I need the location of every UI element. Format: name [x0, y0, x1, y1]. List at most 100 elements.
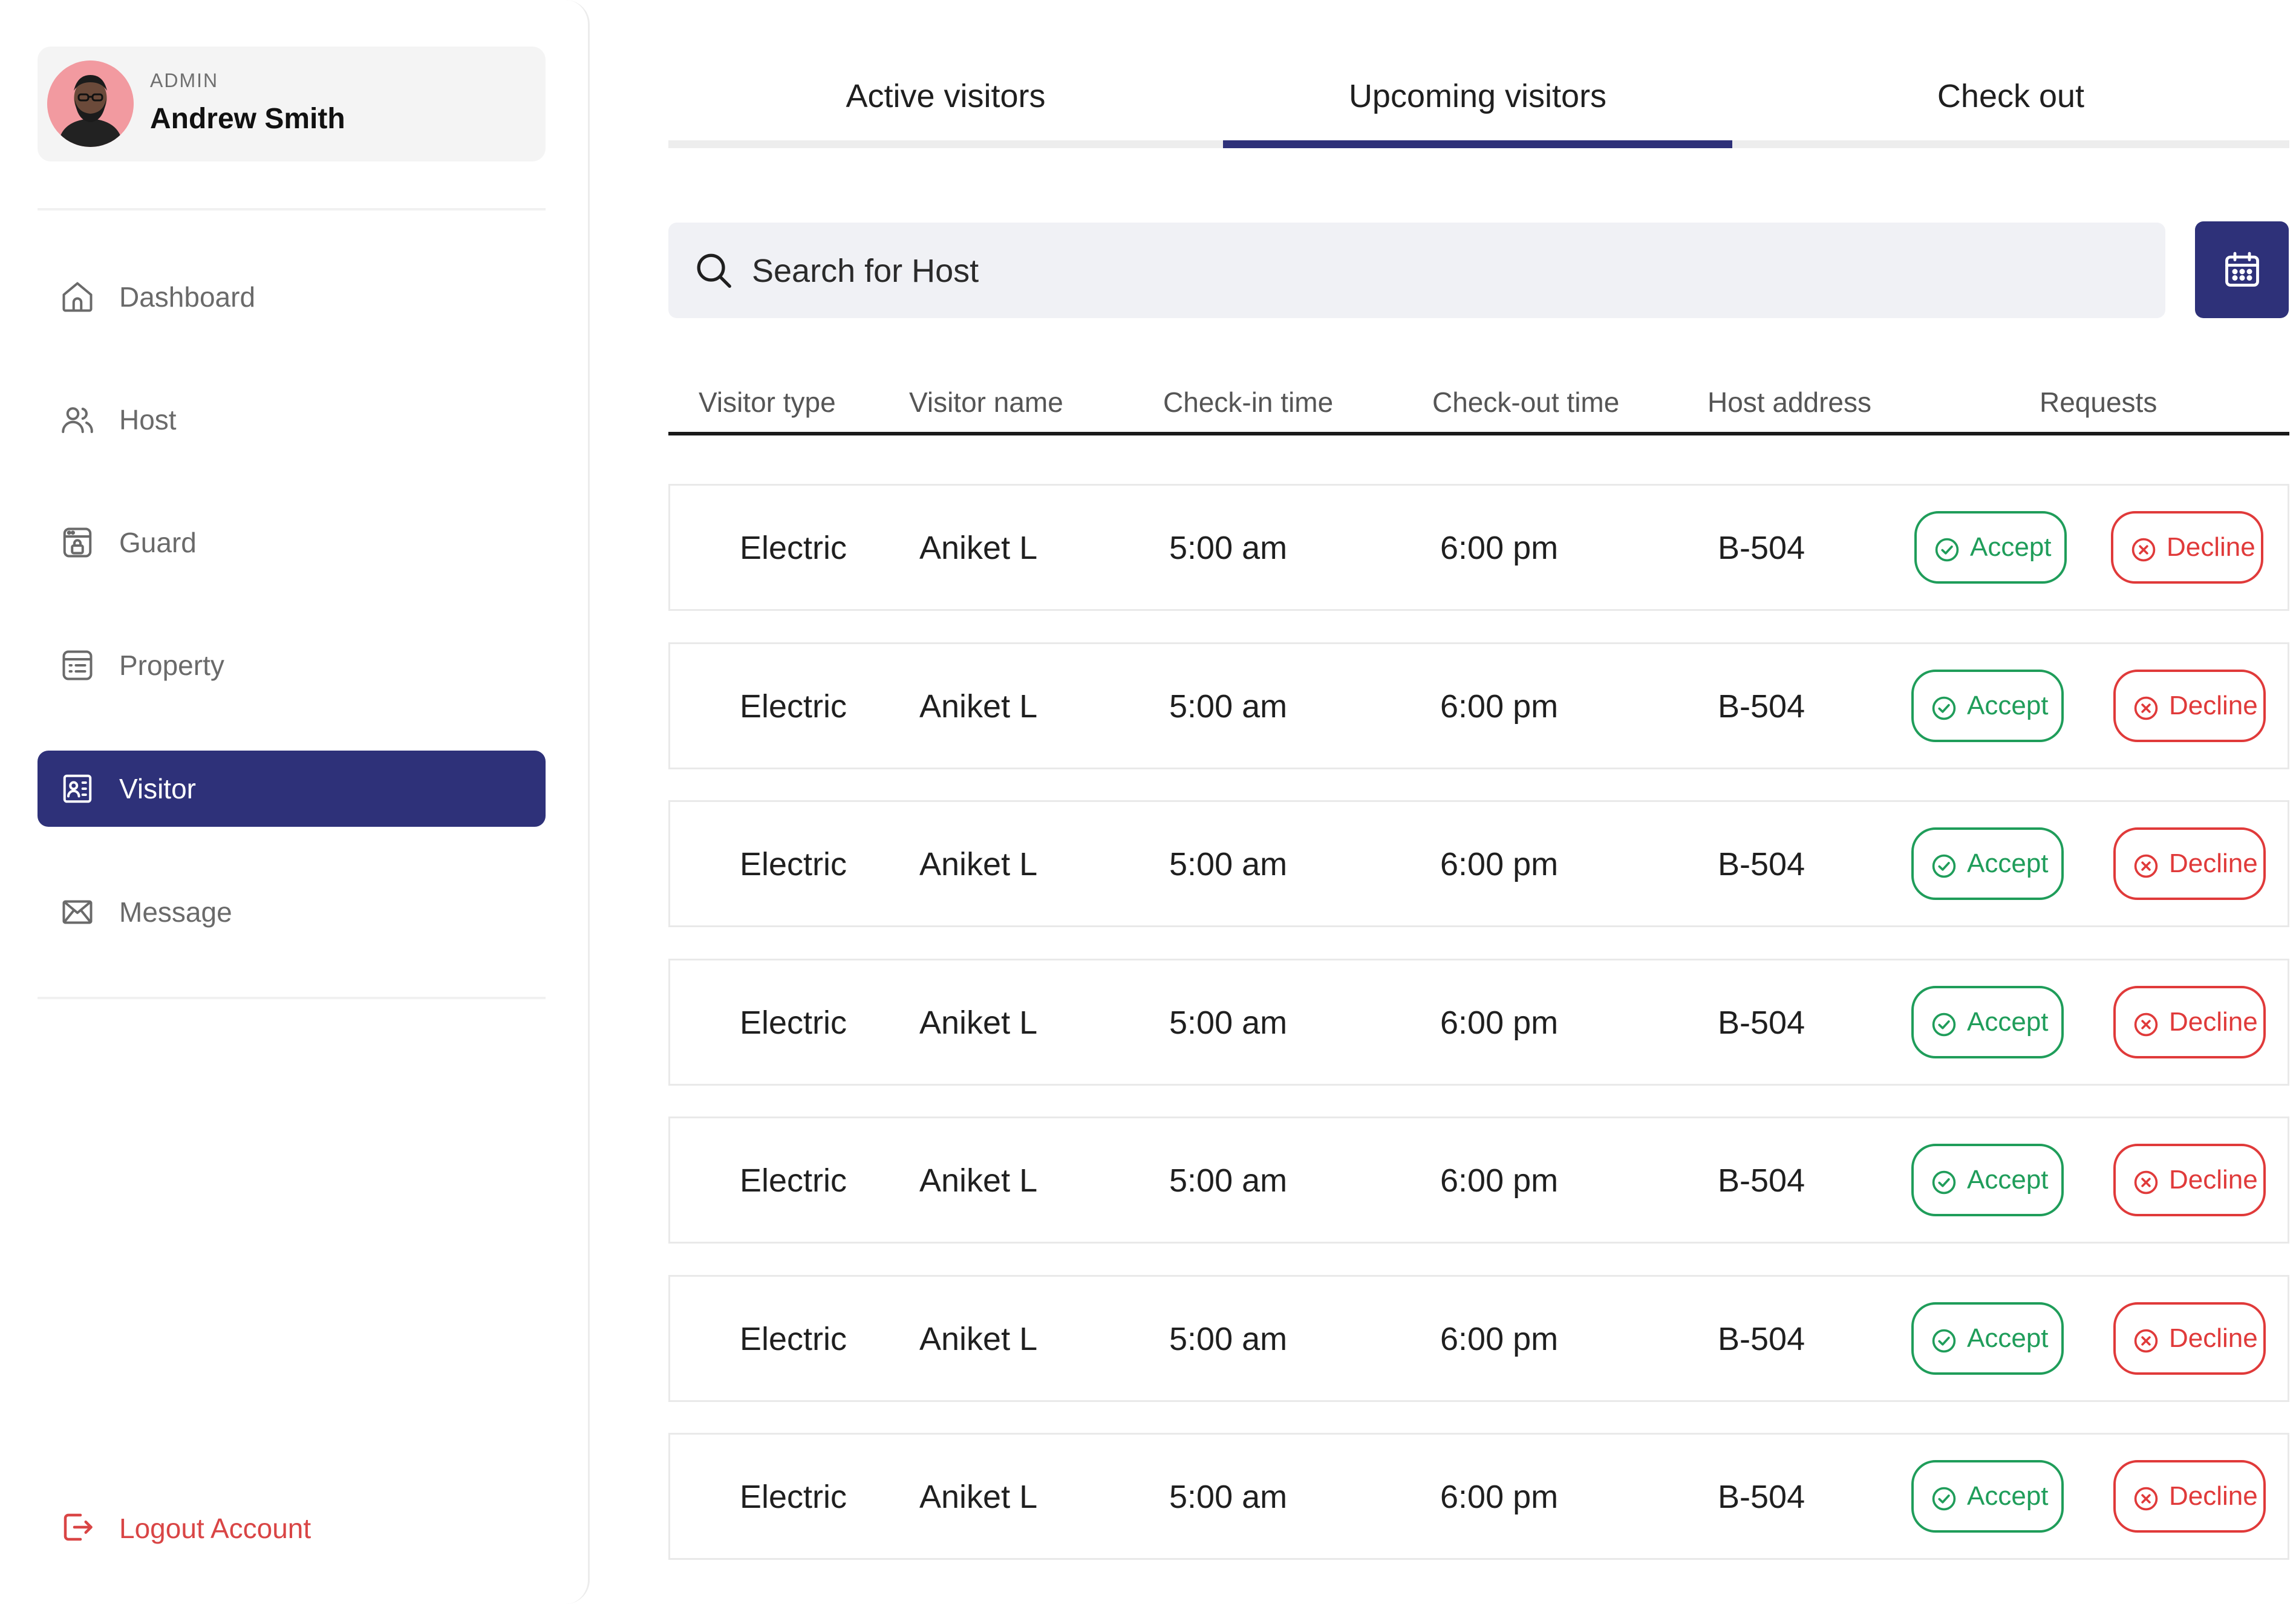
accept-label: Accept: [1970, 532, 2052, 562]
accept-label: Accept: [1967, 1481, 2049, 1511]
calendar-button[interactable]: [2195, 221, 2289, 318]
logout-icon: [59, 1509, 96, 1545]
avatar: [47, 60, 134, 147]
cell-visitor-name: Aniket L: [919, 1004, 1038, 1041]
table-header: Visitor type Visitor name Check-in time …: [668, 375, 2289, 435]
x-circle-icon: [2130, 536, 2157, 563]
sidebar-item-host[interactable]: Host: [38, 382, 546, 458]
cell-check-out-time: 6:00 pm: [1440, 688, 1559, 725]
check-circle-icon: [1931, 853, 1957, 879]
accept-label: Accept: [1967, 1006, 2049, 1037]
search-bar[interactable]: [668, 223, 2165, 318]
accept-button[interactable]: Accept: [1911, 1460, 2064, 1533]
cell-visitor-name: Aniket L: [919, 1320, 1038, 1357]
cell-check-out-time: 6:00 pm: [1440, 1320, 1559, 1357]
sidebar-item-label: Property: [119, 650, 224, 681]
cell-host-address: B-504: [1718, 1479, 1805, 1515]
sidebar-divider: [38, 997, 546, 999]
x-circle-icon: [2133, 1011, 2159, 1038]
cell-check-out-time: 6:00 pm: [1440, 1004, 1559, 1041]
x-circle-icon: [2133, 853, 2159, 879]
accept-button[interactable]: Accept: [1911, 985, 2064, 1058]
decline-label: Decline: [2169, 1481, 2258, 1511]
cell-check-in-time: 5:00 am: [1169, 688, 1288, 725]
table-row: Electric Aniket L 5:00 am 6:00 pm B-504 Accep…: [668, 484, 2289, 611]
cell-check-in-time: 5:00 am: [1169, 530, 1288, 566]
decline-button[interactable]: Decline: [2111, 511, 2263, 584]
calendar-icon: [2220, 248, 2264, 292]
column-header-check-out-time: Check-out time: [1432, 386, 1620, 418]
cell-host-address: B-504: [1718, 846, 1805, 882]
decline-button[interactable]: Decline: [2113, 827, 2266, 900]
cell-visitor-type: Electric: [740, 1320, 847, 1357]
accept-button[interactable]: Accept: [1911, 827, 2064, 900]
sidebar-item-label: Visitor: [119, 773, 196, 804]
cell-visitor-name: Aniket L: [919, 688, 1038, 725]
logout-label: Logout Account: [119, 1513, 311, 1544]
sidebar-item-label: Dashboard: [119, 281, 256, 313]
cell-visitor-type: Electric: [740, 1479, 847, 1515]
decline-button[interactable]: Decline: [2113, 1144, 2266, 1216]
cell-host-address: B-504: [1718, 1162, 1805, 1199]
tab-label: Check out: [1937, 78, 2085, 114]
cell-visitor-name: Aniket L: [919, 846, 1038, 882]
decline-label: Decline: [2167, 532, 2255, 562]
logout-button[interactable]: Logout Account: [38, 1494, 400, 1560]
decline-button[interactable]: Decline: [2113, 985, 2266, 1058]
accept-button[interactable]: Accept: [1911, 1144, 2064, 1216]
sidebar-item-label: Message: [119, 896, 232, 928]
cell-visitor-type: Electric: [740, 1004, 847, 1041]
accept-button[interactable]: Accept: [1911, 1302, 2064, 1375]
check-circle-icon: [1931, 695, 1957, 722]
cell-check-out-time: 6:00 pm: [1440, 846, 1559, 882]
check-circle-icon: [1931, 1328, 1957, 1354]
sidebar-item-property[interactable]: Property: [38, 627, 546, 703]
decline-label: Decline: [2169, 690, 2258, 720]
cell-host-address: B-504: [1718, 1004, 1805, 1041]
cell-check-out-time: 6:00 pm: [1440, 530, 1559, 566]
cell-check-in-time: 5:00 am: [1169, 1004, 1288, 1041]
decline-label: Decline: [2169, 1006, 2258, 1037]
visitor-tabs: Active visitors Upcoming visitors Check …: [668, 60, 2289, 148]
cell-visitor-name: Aniket L: [919, 1479, 1038, 1515]
tab-active-indicator: [1223, 140, 1732, 148]
sidebar-item-visitor[interactable]: Visitor: [38, 751, 546, 827]
table-row: Electric Aniket L 5:00 am 6:00 pm B-504 Accep…: [668, 1274, 2289, 1402]
accept-button[interactable]: Accept: [1911, 669, 2064, 742]
check-circle-icon: [1931, 1169, 1957, 1196]
decline-button[interactable]: Decline: [2113, 1302, 2266, 1375]
decline-button[interactable]: Decline: [2113, 1460, 2266, 1533]
tab-label: Active visitors: [846, 78, 1046, 114]
cell-host-address: B-504: [1718, 1320, 1805, 1357]
sidebar: ADMIN Andrew Smith Dashboard Host: [0, 0, 590, 1604]
visitor-card-icon: [59, 771, 96, 807]
sidebar-item-label: Host: [119, 404, 177, 435]
tab-upcoming-visitors[interactable]: Upcoming visitors: [1223, 60, 1732, 148]
cell-visitor-type: Electric: [740, 688, 847, 725]
profile-card[interactable]: ADMIN Andrew Smith: [38, 47, 546, 161]
table-row: Electric Aniket L 5:00 am 6:00 pm B-504 Accep…: [668, 1433, 2289, 1560]
tab-check-out[interactable]: Check out: [1732, 60, 2289, 148]
cell-check-in-time: 5:00 am: [1169, 1320, 1288, 1357]
cell-visitor-type: Electric: [740, 846, 847, 882]
cell-visitor-name: Aniket L: [919, 530, 1038, 566]
accept-button[interactable]: Accept: [1914, 511, 2067, 584]
sidebar-item-dashboard[interactable]: Dashboard: [38, 259, 546, 335]
x-circle-icon: [2133, 695, 2159, 722]
decline-button[interactable]: Decline: [2113, 669, 2266, 742]
column-header-visitor-type: Visitor type: [699, 386, 836, 418]
search-input[interactable]: [752, 241, 2143, 301]
profile-name: Andrew Smith: [150, 103, 345, 135]
mail-icon: [59, 894, 96, 930]
tab-active-visitors[interactable]: Active visitors: [668, 60, 1223, 148]
sidebar-item-guard[interactable]: Guard: [38, 504, 546, 581]
property-icon: [59, 647, 96, 683]
cell-visitor-type: Electric: [740, 1162, 847, 1199]
accept-label: Accept: [1967, 1165, 2049, 1195]
profile-role: ADMIN: [150, 70, 219, 91]
x-circle-icon: [2133, 1485, 2159, 1512]
sidebar-item-message[interactable]: Message: [38, 874, 546, 950]
column-header-requests: Requests: [2040, 386, 2157, 418]
decline-label: Decline: [2169, 1323, 2258, 1353]
x-circle-icon: [2133, 1169, 2159, 1196]
